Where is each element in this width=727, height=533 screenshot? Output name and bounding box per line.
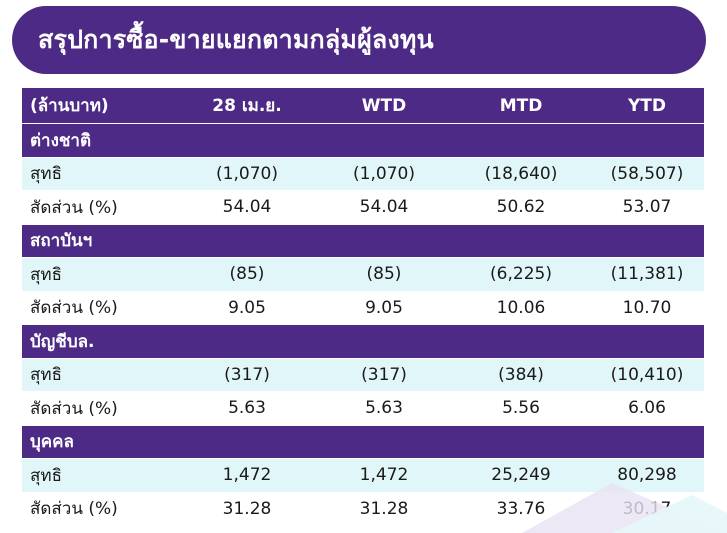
table-row: สุทธิ (317) (317) (384) (10,410)	[22, 358, 704, 392]
cell-value: (85)	[366, 264, 402, 285]
cell-value: 30.17	[622, 498, 672, 519]
table-row: สัดส่วน (%) 9.05 9.05 10.06 10.70	[22, 291, 704, 325]
cell-value: 6.06	[628, 398, 666, 419]
cell-value: 33.76	[496, 498, 546, 519]
cell-value: (317)	[224, 364, 270, 385]
section-label: บุคคล	[30, 432, 74, 453]
table-header-row: (ล้านบาท) 28 เม.ย. WTD MTD YTD	[22, 88, 704, 124]
cell-value: (384)	[498, 364, 544, 385]
column-header-day: 28 เม.ย.	[212, 96, 282, 116]
row-label: สัดส่วน (%)	[30, 197, 118, 218]
cell-value: 25,249	[491, 465, 551, 486]
table-row: สุทธิ 1,472 1,472 25,249 80,298	[22, 459, 704, 493]
table-row: สุทธิ (1,070) (1,070) (18,640) (58,507)	[22, 157, 704, 191]
cell-value: 10.06	[496, 297, 546, 318]
cell-value: (85)	[229, 264, 265, 285]
cell-value: (6,225)	[490, 264, 552, 285]
cell-value: 5.63	[228, 398, 266, 419]
cell-value: 9.05	[228, 297, 266, 318]
cell-value: 1,472	[359, 465, 409, 486]
row-label: สุทธิ	[30, 264, 62, 285]
cell-value: 5.63	[365, 398, 403, 419]
cell-value: 9.05	[365, 297, 403, 318]
section-label: ต่างชาติ	[30, 130, 92, 151]
cell-value: (1,070)	[216, 163, 278, 184]
cell-value: (11,381)	[610, 264, 684, 285]
cell-value: (10,410)	[610, 364, 684, 385]
cell-value: 31.28	[359, 498, 409, 519]
title-banner: สรุปการซื้อ-ขายแยกตามกลุ่มผู้ลงทุน	[12, 6, 706, 74]
investor-summary-table: (ล้านบาท) 28 เม.ย. WTD MTD YTD ต่างชาติ …	[22, 88, 704, 526]
section-header-foreign: ต่างชาติ	[22, 124, 704, 158]
cell-value: 53.07	[622, 197, 672, 218]
table-row: สุทธิ (85) (85) (6,225) (11,381)	[22, 258, 704, 292]
table-row: สัดส่วน (%) 54.04 54.04 50.62 53.07	[22, 191, 704, 225]
table-row: สัดส่วน (%) 5.63 5.63 5.56 6.06	[22, 392, 704, 426]
cell-value: 5.56	[502, 398, 540, 419]
cell-value: (58,507)	[610, 163, 684, 184]
row-label: สัดส่วน (%)	[30, 499, 118, 520]
section-header-individual: บุคคล	[22, 425, 704, 459]
section-label: สถาบันฯ	[30, 231, 93, 252]
cell-value: (317)	[361, 364, 407, 385]
column-header-mtd: MTD	[499, 95, 543, 116]
row-label: สัดส่วน (%)	[30, 298, 118, 319]
row-label: สุทธิ	[30, 164, 62, 185]
cell-value: 54.04	[359, 197, 409, 218]
cell-value: 10.70	[622, 297, 672, 318]
row-label: สุทธิ	[30, 365, 62, 386]
row-label: สัดส่วน (%)	[30, 398, 118, 419]
section-header-proprietary: บัญชีบล.	[22, 325, 704, 359]
cell-value: 50.62	[496, 197, 546, 218]
cell-value: (18,640)	[484, 163, 558, 184]
cell-value: 80,298	[617, 465, 677, 486]
column-header-ytd: YTD	[627, 95, 667, 116]
section-header-institution: สถาบันฯ	[22, 224, 704, 258]
cell-value: 31.28	[222, 498, 272, 519]
column-header-wtd: WTD	[361, 95, 407, 116]
unit-label: (ล้านบาท)	[30, 96, 109, 116]
page-title: สรุปการซื้อ-ขายแยกตามกลุ่มผู้ลงทุน	[38, 25, 434, 54]
cell-value: (1,070)	[353, 163, 415, 184]
cell-value: 1,472	[222, 465, 272, 486]
table-row: สัดส่วน (%) 31.28 31.28 33.76 30.17	[22, 492, 704, 526]
row-label: สุทธิ	[30, 465, 62, 486]
section-label: บัญชีบล.	[30, 331, 95, 352]
cell-value: 54.04	[222, 197, 272, 218]
